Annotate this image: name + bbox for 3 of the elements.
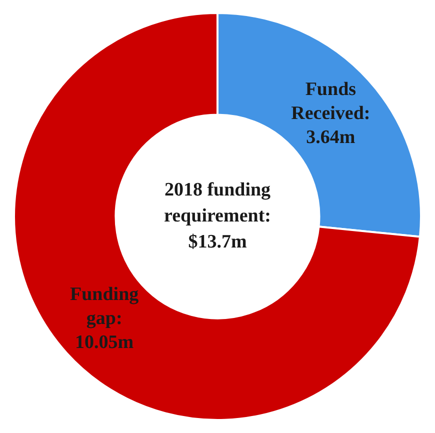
text: 2018 funding requirement: $13.7m (164, 179, 272, 252)
data-label: Funding gap: 10.05m (70, 284, 140, 353)
data-label: Funds Received: 3.64m (291, 79, 370, 148)
